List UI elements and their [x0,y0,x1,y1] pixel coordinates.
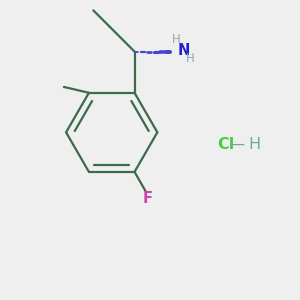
Text: —: — [229,136,244,152]
Text: Cl: Cl [218,136,235,152]
Text: H: H [186,52,195,65]
Text: H: H [171,33,180,46]
Text: N: N [177,43,190,58]
Text: F: F [143,191,153,206]
Text: H: H [249,136,261,152]
